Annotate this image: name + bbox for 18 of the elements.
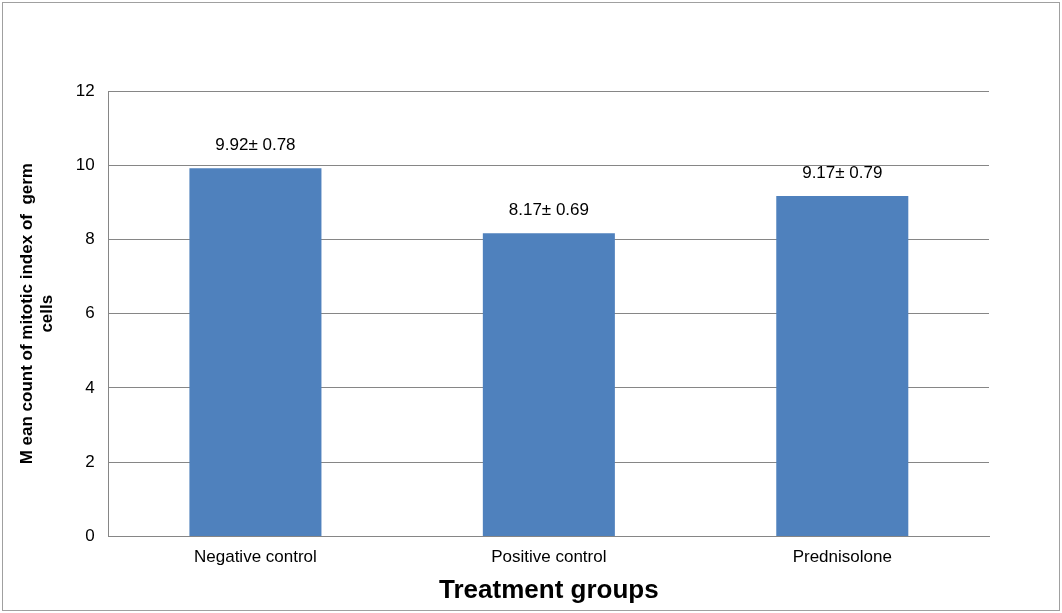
y-tick-label: 12 [75,80,95,100]
y-tick-label: 2 [85,451,95,471]
bar [776,196,909,536]
y-tick-label: 4 [85,377,95,397]
y-tick-label: 10 [75,154,95,174]
x-tick-label: Prednisolone [792,547,892,567]
y-tick-label: 8 [85,229,95,249]
x-axis-title: Treatment groups [439,573,659,604]
y-axis-title: M ean count of mitotic index of germ cells [16,163,57,465]
bar [482,233,615,536]
data-label: 9.17± 0.79 [802,163,883,183]
y-tick-label: 6 [85,303,95,323]
data-label: 8.17± 0.69 [508,200,589,220]
bar [189,168,322,536]
y-tick-label: 0 [85,526,95,546]
data-label: 9.92± 0.78 [215,135,296,155]
x-tick-label: Positive control [491,547,607,567]
x-tick-label: Negative control [194,547,317,567]
